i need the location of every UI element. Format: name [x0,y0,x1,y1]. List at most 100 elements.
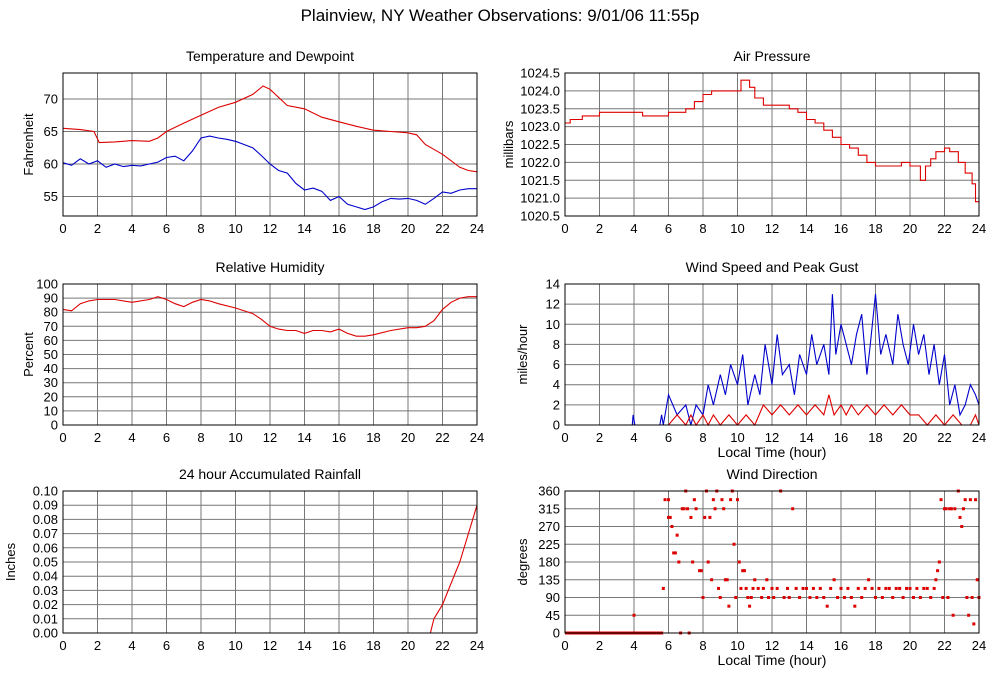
direction-point [929,596,933,599]
direction-point [694,507,698,511]
direction-xtick-label: 20 [903,638,917,653]
pressure-xtick-label: 10 [730,221,744,236]
direction-point [849,596,853,599]
pressure-ytick-label: 1022.0 [520,155,560,170]
direction-point [761,586,765,590]
direction-point [701,596,705,599]
direction-point [667,515,670,519]
humidity-xtick-label: 10 [228,430,242,445]
pressure-xtick-label: 0 [561,221,568,236]
rain-xtick-label: 2 [94,638,101,653]
humidity-ytick-label: 60 [44,333,58,348]
direction-point [692,498,696,502]
direction-point [953,507,957,511]
direction-point [934,578,938,582]
direction-point [742,569,746,573]
humidity-xtick-label: 0 [59,430,66,445]
direction-title: Wind Direction [726,466,817,482]
humidity-ytick-label: 80 [44,305,58,320]
direction-point [770,586,774,590]
pressure-ytick-label: 1021.0 [520,191,560,206]
humidity-xtick-label: 2 [94,430,101,445]
direction-point [794,586,798,590]
direction-point [753,578,757,582]
humidity-ytick-label: 30 [44,375,58,390]
wind-ytick-label: 12 [546,297,560,312]
direction-point [668,515,672,519]
pressure-xtick-label: 2 [596,221,603,236]
direction-point [673,551,677,555]
temp-xtick-label: 14 [297,221,311,236]
temp-xtick-label: 8 [197,221,204,236]
pressure-ytick-label: 1024.5 [520,66,560,81]
direction-point [736,498,739,502]
pressure-title: Air Pressure [733,48,810,64]
direction-point [860,596,864,599]
pressure-xtick-label: 14 [799,221,813,236]
humidity-ytick-label: 40 [44,361,58,376]
temp-xtick-label: 18 [366,221,380,236]
temp-ylabel: Fahrenheit [21,113,36,176]
temp-xtick-label: 2 [94,221,101,236]
direction-point [911,596,915,599]
temp-frame [62,72,478,217]
wind-ylabel: miles/hour [515,324,530,385]
wind-ytick-label: 0 [553,418,560,433]
direction-ytick-label: 270 [538,519,560,534]
rain-ytick-label: 0.04 [33,569,58,584]
pressure-series-0 [565,79,979,203]
rain-xtick-label: 12 [263,638,277,653]
pressure-xtick-label: 18 [868,221,882,236]
humidity-ytick-label: 10 [44,403,58,418]
direction-point [965,596,969,599]
wind-xtick-label: 14 [799,430,813,445]
wind-ytick-label: 4 [553,377,560,392]
pressure-ytick-label: 1023.0 [520,119,560,134]
direction-frame [564,490,980,634]
humidity-ytick-label: 20 [44,389,58,404]
rain-xtick-label: 0 [59,638,66,653]
rain-ytick-label: 0.07 [33,526,58,541]
wind-xtick-label: 22 [937,430,951,445]
wind-xlabel: Local Time (hour) [718,444,827,460]
direction-point [958,515,962,519]
direction-point [786,586,790,590]
direction-point [698,569,702,573]
direction-point [801,586,805,590]
humidity-ytick-label: 90 [44,291,58,306]
direction-point [717,586,721,590]
direction-point [741,569,745,573]
temp-xtick-label: 24 [470,221,484,236]
rain-xtick-label: 8 [197,638,204,653]
direction-point [946,596,950,599]
wind-ytick-label: 14 [546,277,560,292]
direction-xlabel: Local Time (hour) [718,652,827,668]
wind-series-0 [565,294,980,426]
pressure-xtick-label: 8 [699,221,706,236]
direction-point [720,498,724,502]
humidity-xtick-label: 4 [128,430,135,445]
direction-point [748,604,752,608]
direction-point [725,578,729,582]
temp-xtick-label: 20 [401,221,415,236]
direction-point [782,596,786,599]
direction-point [974,498,978,502]
direction-point [867,578,871,582]
wind-xtick-label: 0 [561,430,568,445]
direction-point [970,596,974,599]
rain-ytick-label: 0.06 [33,540,58,555]
direction-point [951,613,955,617]
direction-point [901,596,905,599]
direction-point [680,507,684,511]
direction-point [670,525,674,528]
rain-title: 24 hour Accumulated Rainfall [179,466,361,482]
direction-point [808,596,812,599]
humidity-ytick-label: 100 [36,277,58,292]
direction-point [710,578,714,582]
direction-point [729,498,733,502]
direction-point [760,596,764,599]
pressure-xtick-label: 4 [630,221,637,236]
direction-xtick-label: 22 [937,638,951,653]
direction-point [682,507,686,511]
